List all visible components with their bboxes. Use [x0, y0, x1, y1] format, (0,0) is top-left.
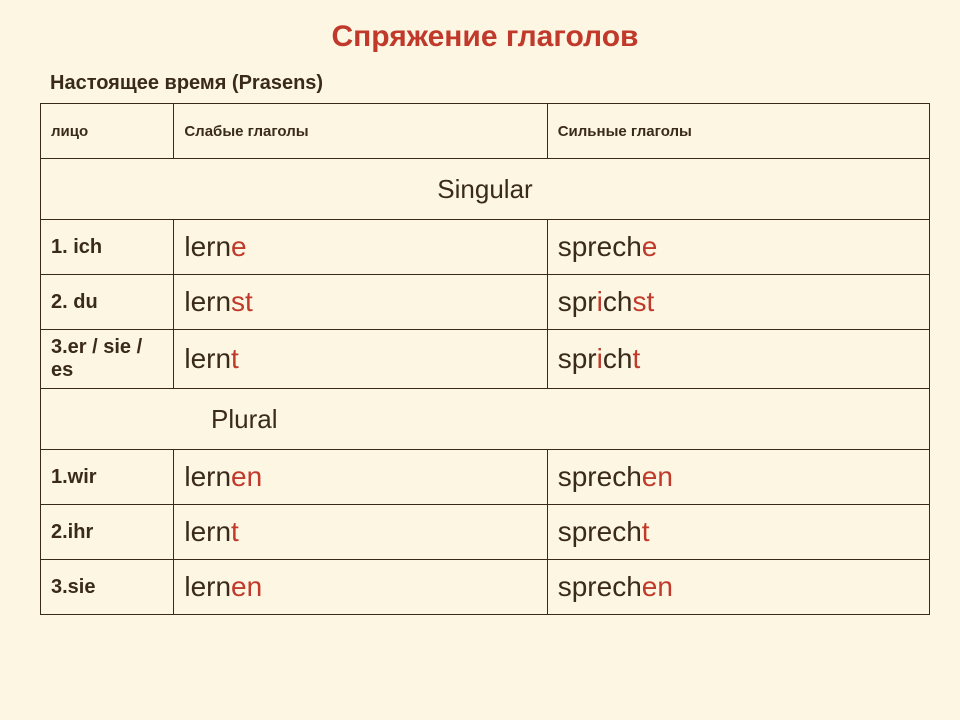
subtitle: Настоящее время (Prasens) [50, 72, 930, 95]
table-row: 2. du lernst sprichst [41, 275, 930, 330]
strong-verb-cell: sprichst [547, 275, 929, 330]
page: Спряжение глаголов Настоящее время (Pras… [0, 0, 960, 615]
conjugation-table: лицо Слабые глаголы Сильные глаголы Sing… [40, 103, 930, 615]
section-plural-label: Plural [41, 389, 930, 450]
section-plural-row: Plural [41, 389, 930, 450]
table-row: 1.wir lernen sprechen [41, 450, 930, 505]
person-cell: 1. ich [41, 220, 174, 275]
strong-verb-cell: sprecht [547, 505, 929, 560]
weak-verb-cell: lernen [174, 560, 547, 615]
person-cell: 1.wir [41, 450, 174, 505]
table-row: 3.sie lernen sprechen [41, 560, 930, 615]
person-cell: 3.er / sie / es [41, 330, 174, 389]
table-row: 1. ich lerne spreche [41, 220, 930, 275]
page-title: Спряжение глаголов [40, 20, 930, 54]
weak-verb-cell: lerne [174, 220, 547, 275]
person-cell: 3.sie [41, 560, 174, 615]
weak-verb-cell: lernst [174, 275, 547, 330]
strong-verb-cell: sprechen [547, 560, 929, 615]
weak-verb-cell: lernt [174, 330, 547, 389]
table-header-row: лицо Слабые глаголы Сильные глаголы [41, 104, 930, 159]
strong-verb-cell: spricht [547, 330, 929, 389]
section-singular-row: Singular [41, 159, 930, 220]
strong-verb-cell: spreche [547, 220, 929, 275]
table-row: 3.er / sie / es lernt spricht [41, 330, 930, 389]
strong-verb-cell: sprechen [547, 450, 929, 505]
header-weak: Слабые глаголы [174, 104, 547, 159]
header-person: лицо [41, 104, 174, 159]
weak-verb-cell: lernen [174, 450, 547, 505]
header-strong: Сильные глаголы [547, 104, 929, 159]
person-cell: 2.ihr [41, 505, 174, 560]
table-row: 2.ihr lernt sprecht [41, 505, 930, 560]
person-cell: 2. du [41, 275, 174, 330]
section-singular-label: Singular [41, 159, 930, 220]
weak-verb-cell: lernt [174, 505, 547, 560]
